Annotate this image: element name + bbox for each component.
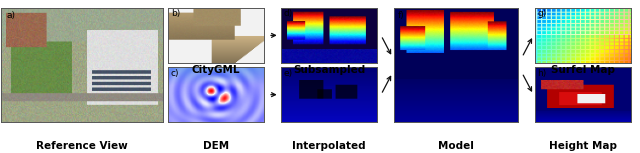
- Text: Subsampled: Subsampled: [293, 65, 365, 75]
- Text: Reference View: Reference View: [36, 142, 128, 151]
- Text: b): b): [171, 9, 180, 18]
- Text: DEM: DEM: [203, 142, 229, 151]
- Text: Interpolated: Interpolated: [292, 142, 366, 151]
- Text: Surfel Map: Surfel Map: [551, 65, 615, 75]
- Text: c): c): [171, 69, 179, 78]
- Text: e): e): [284, 69, 293, 78]
- Text: Model: Model: [438, 142, 474, 151]
- Text: f): f): [397, 11, 404, 20]
- Text: a): a): [6, 11, 15, 20]
- Text: g): g): [538, 9, 547, 18]
- Text: d): d): [284, 9, 293, 18]
- Text: CityGML: CityGML: [192, 65, 241, 75]
- Text: Height Map: Height Map: [549, 142, 617, 151]
- Text: h): h): [538, 69, 547, 78]
